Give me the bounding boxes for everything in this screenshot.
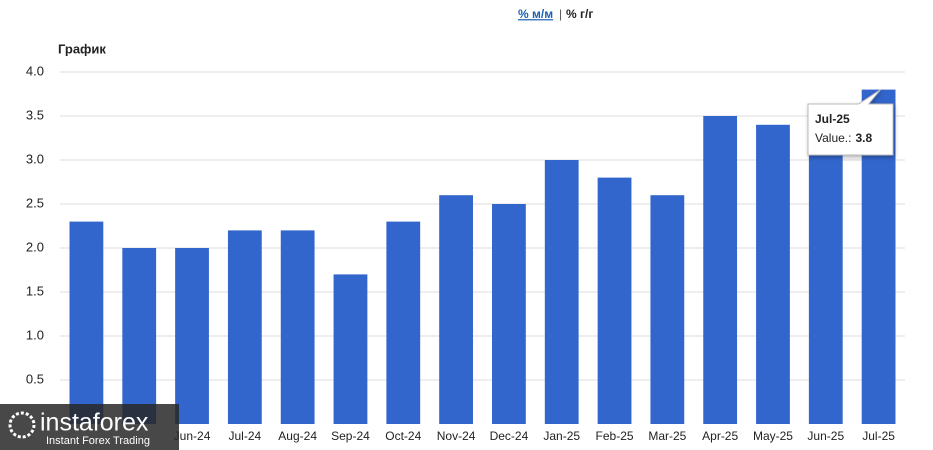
x-tick-label: Jul-25 <box>862 429 895 443</box>
bar <box>69 221 104 424</box>
y-tick-label: 2.5 <box>26 195 44 210</box>
tooltip-value: 3.8 <box>855 131 872 145</box>
tab-mm[interactable]: % м/м <box>518 7 553 21</box>
bar <box>280 230 315 424</box>
bar <box>227 230 262 424</box>
x-tick-label: Jun-25 <box>807 429 844 443</box>
bar <box>333 274 368 424</box>
x-tick-label: Apr-25 <box>702 429 738 443</box>
x-tick-label: Aug-24 <box>278 429 317 443</box>
y-tick-label: 1.0 <box>26 327 44 342</box>
logo-tagline: Instant Forex Trading <box>46 435 150 447</box>
x-tick-label: Feb-25 <box>596 429 634 443</box>
y-tick-label: 1.5 <box>26 283 44 298</box>
x-tick-label: Oct-24 <box>385 429 421 443</box>
logo-icon <box>8 411 36 439</box>
logo-bg <box>0 404 179 450</box>
tooltip-label: Value.: <box>815 131 851 145</box>
tab-yy[interactable]: % г/г <box>566 7 593 21</box>
y-tick-label: 2.0 <box>26 239 44 254</box>
bar <box>808 133 843 424</box>
x-tick-label: May-25 <box>753 429 793 443</box>
bar <box>492 204 526 424</box>
x-tick-label: Jan-25 <box>543 429 580 443</box>
bar <box>703 116 738 424</box>
bar <box>756 124 790 425</box>
bar <box>122 248 157 424</box>
y-tick-label: 3.5 <box>26 107 44 122</box>
x-tick-label: Dec-24 <box>490 429 529 443</box>
logo-name: instaforex <box>40 409 149 437</box>
y-tick-label: 3.0 <box>26 151 44 166</box>
bar <box>386 221 421 424</box>
chart-title: График <box>58 41 106 56</box>
bar <box>597 177 632 424</box>
x-tick-label: Sep-24 <box>331 429 370 443</box>
y-tick-label: 0.5 <box>26 371 44 386</box>
bar <box>544 160 579 424</box>
x-tick-label: Jun-24 <box>174 429 211 443</box>
tooltip: Jul-25 Value.: 3.8 <box>807 89 894 156</box>
tooltip-title: Jul-25 <box>815 112 850 126</box>
bar <box>650 195 685 424</box>
x-tick-label: Jul-24 <box>229 429 262 443</box>
x-tick-label: Mar-25 <box>648 429 686 443</box>
x-tick-label: Nov-24 <box>437 429 476 443</box>
bar <box>439 195 473 424</box>
tooltip-line: Value.: 3.8 <box>815 131 872 145</box>
bar <box>175 248 209 424</box>
tooltip-box <box>807 89 894 156</box>
y-tick-label: 4.0 <box>26 63 44 78</box>
tab-separator: | <box>559 7 562 21</box>
